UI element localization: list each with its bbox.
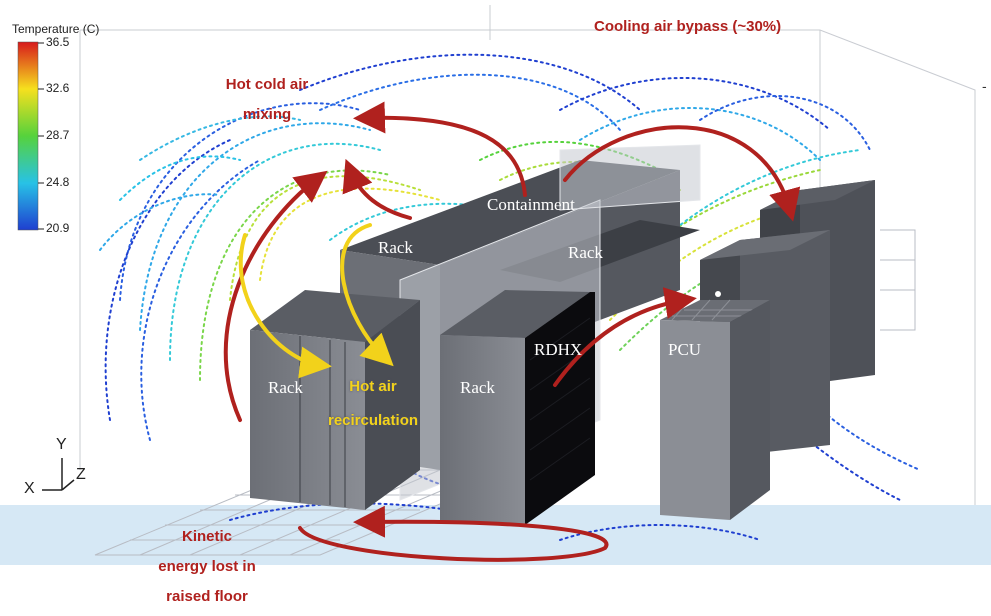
mixing-annotation-line2: mixing [242,106,292,123]
edge-mark: - [982,78,987,94]
pcu-label: PCU [668,340,702,359]
front-left-rack [250,290,420,510]
legend-tick-4: 24.8 [46,175,70,189]
rdhx-unit [525,292,595,525]
legend-title: Temperature (C) [12,22,100,36]
yellow-flow-arrows [238,223,394,379]
legend-tick-max: 36.5 [46,35,70,49]
kinetic-annotation-line2: energy lost in [158,558,256,575]
axis-triad [42,458,75,491]
rack-front-mid-label: Rack [460,378,495,397]
legend-tick-2: 32.6 [46,81,70,95]
axis-z-label: Z [76,466,86,483]
mixing-annotation-line1: Hot cold air [225,76,309,93]
pcu-unit [660,291,770,520]
recirculation-annotation-line1: Hot air [349,378,397,395]
kinetic-annotation-line3: raised floor [166,588,248,605]
legend-tick-min: 20.9 [46,221,70,235]
recirculation-annotation-line2: recirculation [327,412,419,429]
rack-back-left-label: Rack [378,238,413,257]
rack-back-right-label: Rack [568,243,603,262]
axis-x-label: X [24,480,35,497]
bypass-annotation: Cooling air bypass (~30%) [594,18,782,35]
kinetic-annotation-line1: Kinetic [181,528,232,545]
axis-y-label: Y [56,436,67,453]
containment-label: Containment [487,195,575,214]
rdhx-label: RDHX [534,340,583,359]
temperature-legend-bar [17,41,44,231]
rack-front-left-label: Rack [268,378,303,397]
front-mid-rack [440,290,590,525]
red-flow-arrows [223,101,801,562]
legend-tick-3: 28.7 [46,128,70,142]
